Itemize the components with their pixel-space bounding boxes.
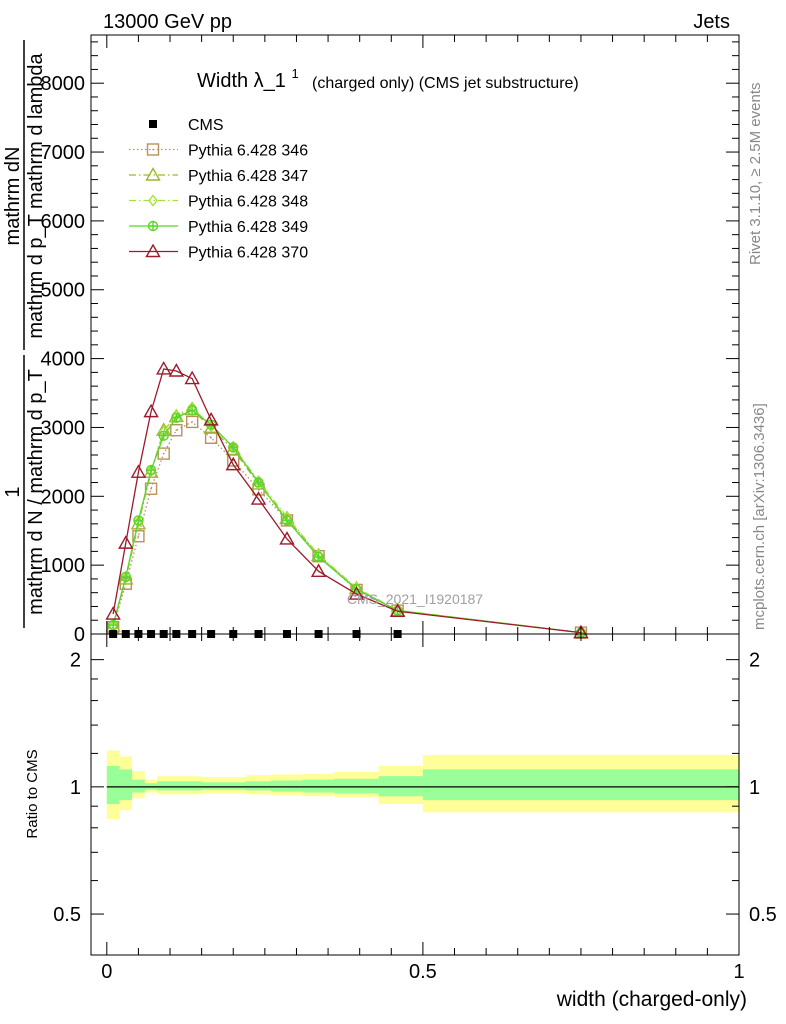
series-point bbox=[225, 456, 241, 471]
legend: CMS Pythia 6.428 346 Pythia 6.428 347 Pythi… bbox=[129, 117, 308, 262]
legend-entry: Pythia 6.428 346 bbox=[129, 143, 308, 160]
legend-marker bbox=[146, 143, 160, 156]
ratio-ytick-label: 1 bbox=[70, 777, 81, 799]
ylabel-denominator: mathrm d p_T mathrm d lambda bbox=[25, 52, 47, 338]
legend-label: Pythia 6.428 349 bbox=[188, 219, 308, 236]
ratio-xticks: 0 0.5 1 bbox=[101, 634, 745, 983]
series-point bbox=[133, 515, 144, 526]
series-point bbox=[130, 464, 147, 478]
series-point bbox=[281, 515, 293, 526]
ytick-label: 5000 bbox=[41, 280, 86, 302]
series-point bbox=[184, 370, 200, 385]
ratio-ytick-label: 2 bbox=[70, 650, 81, 672]
mcplots-label: mcplots.cern.ch [arXiv:1306.3436] bbox=[751, 403, 768, 630]
ratio-frame bbox=[90, 633, 740, 956]
main-panel: 0 1000 2000 3000 4000 5000 6000 7000 8000 CMS_20… bbox=[2, 34, 740, 646]
ratio-yticks: 0.5 0.5 1 1 2 2 bbox=[53, 650, 777, 926]
series-point bbox=[204, 431, 218, 444]
series-point bbox=[170, 424, 183, 437]
xtick-label: 0 bbox=[101, 961, 112, 983]
ratio-band-inner bbox=[106, 766, 740, 805]
watermark: CMS_2021_I1920187 bbox=[347, 591, 483, 607]
ytick-label: 2000 bbox=[41, 486, 86, 508]
series-point bbox=[185, 415, 199, 429]
series-point bbox=[157, 447, 170, 460]
ytick-label: 7000 bbox=[41, 142, 86, 164]
chart-title: Width λ_1 1 bbox=[197, 66, 299, 92]
legend-entry: Pythia 6.428 370 bbox=[129, 243, 308, 262]
legend-marker bbox=[145, 167, 161, 181]
series-point bbox=[279, 531, 295, 545]
ytick-label: 1000 bbox=[41, 555, 86, 577]
series-point bbox=[144, 482, 158, 495]
series-point bbox=[146, 464, 156, 477]
ylabel-numerator: mathrm dN bbox=[2, 147, 24, 246]
legend-entry: Pythia 6.428 347 bbox=[129, 167, 308, 185]
series-point bbox=[145, 464, 157, 476]
legend-label: Pythia 6.428 346 bbox=[188, 143, 308, 160]
series-point bbox=[120, 571, 131, 584]
series-point bbox=[389, 603, 406, 617]
series-line bbox=[112, 368, 582, 634]
ratio-data-layer bbox=[106, 750, 740, 819]
ytick-label: 8000 bbox=[41, 73, 86, 95]
legend-marker bbox=[149, 120, 157, 128]
ratio-ytick-label-right: 2 bbox=[749, 650, 760, 672]
legend-entry: CMS bbox=[149, 117, 224, 134]
xtick-label: 0.5 bbox=[409, 961, 437, 983]
series-point bbox=[132, 530, 145, 543]
legend-label: Pythia 6.428 348 bbox=[188, 194, 308, 211]
ylabel-prefix-numerator: 1 bbox=[2, 486, 24, 497]
series-point bbox=[171, 412, 182, 424]
ratio-ytick-label-right: 1 bbox=[749, 777, 760, 799]
legend-label: Pythia 6.428 370 bbox=[188, 245, 308, 262]
series-point bbox=[118, 535, 134, 549]
ylabel-prefix-denominator: mathrm d N / mathrm d p_T bbox=[25, 369, 47, 615]
ytick-label: 6000 bbox=[41, 211, 86, 233]
header-energy: 13000 GeV pp bbox=[103, 11, 232, 33]
rivet-label: Rivet 3.1.10, ≥ 2.5M events bbox=[747, 83, 764, 266]
series-point bbox=[120, 571, 131, 583]
series-point bbox=[105, 606, 121, 620]
legend-entry: Pythia 6.428 349 bbox=[129, 219, 308, 236]
legend-entry: Pythia 6.428 348 bbox=[129, 194, 308, 211]
main-yticks: 0 1000 2000 3000 4000 5000 6000 7000 8000 bbox=[41, 41, 739, 646]
chart-title-main: Width λ_1 bbox=[197, 70, 286, 92]
series-point bbox=[228, 442, 239, 453]
legend-marker bbox=[147, 220, 159, 232]
ytick-label: 0 bbox=[74, 624, 85, 646]
main-ylabel: 1 mathrm d N / mathrm d p_T mathrm dN ma… bbox=[2, 40, 47, 628]
xtick-label: 1 bbox=[733, 961, 744, 983]
ytick-label: 3000 bbox=[41, 417, 86, 439]
header-jets: Jets bbox=[693, 11, 730, 33]
chart-title-sup: 1 bbox=[292, 66, 299, 81]
series-point bbox=[156, 361, 172, 375]
series-point bbox=[253, 477, 264, 488]
ratio-panel: 0.5 0.51 12 2 0 0.5 1 Ratio to CMS width (cha… bbox=[24, 633, 777, 1011]
series-point bbox=[143, 403, 159, 418]
legend-marker bbox=[148, 194, 158, 207]
x-axis-label: width (charged-only) bbox=[556, 988, 747, 1011]
chart-subtitle: (charged only) (CMS jet substructure) bbox=[312, 75, 579, 92]
series-point bbox=[310, 563, 327, 578]
ytick-label: 4000 bbox=[41, 349, 86, 371]
series-point bbox=[348, 586, 365, 600]
main-xticks bbox=[106, 35, 740, 634]
legend-label: CMS bbox=[188, 117, 224, 134]
legend-label: Pythia 6.428 347 bbox=[188, 168, 308, 185]
ratio-ytick-label: 0.5 bbox=[53, 904, 81, 926]
series-point bbox=[186, 405, 198, 416]
series-point bbox=[107, 619, 119, 631]
ratio-ytick-label-right: 0.5 bbox=[749, 904, 777, 926]
series-point bbox=[203, 411, 219, 426]
series-point bbox=[168, 363, 185, 377]
ratio-ylabel: Ratio to CMS bbox=[24, 749, 41, 838]
series-point bbox=[313, 551, 324, 563]
legend-marker bbox=[145, 243, 161, 258]
series-point bbox=[250, 491, 267, 505]
series-point bbox=[158, 430, 169, 441]
